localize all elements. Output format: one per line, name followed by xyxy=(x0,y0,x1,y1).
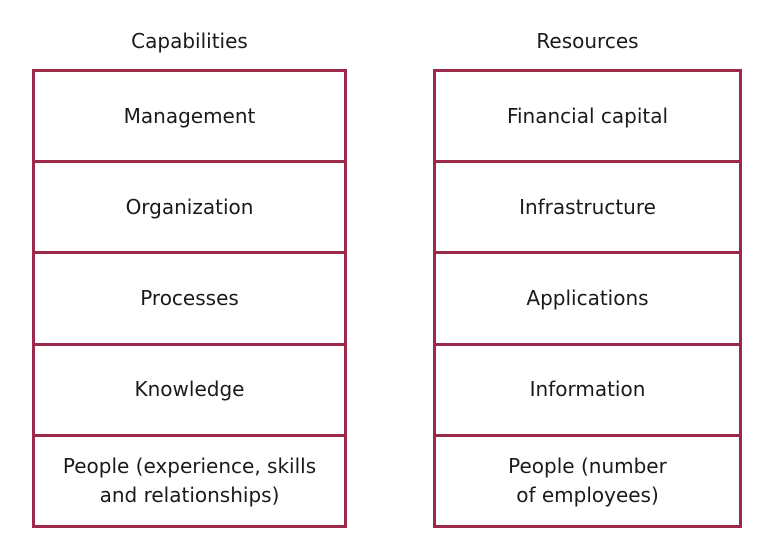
capability-management: Management xyxy=(35,72,344,164)
capabilities-title: Capabilities xyxy=(131,29,248,53)
resource-people: People (number of employees) xyxy=(436,437,739,525)
capability-label: Knowledge xyxy=(134,377,245,402)
resource-label: People (number of employees) xyxy=(508,453,667,507)
capability-knowledge: Knowledge xyxy=(35,346,344,437)
capability-organization: Organization xyxy=(35,163,344,255)
resource-applications: Applications xyxy=(436,254,739,346)
capability-label: Processes xyxy=(140,286,239,310)
resource-information: Information xyxy=(436,346,739,437)
resources-title: Resources xyxy=(536,29,639,53)
capabilities-stack: Management Organization Processes Knowle… xyxy=(32,69,347,528)
resource-label: Applications xyxy=(526,286,649,310)
capability-people: People (experience, skills and relations… xyxy=(35,437,344,525)
capability-label: Organization xyxy=(125,194,254,219)
capability-label: Management xyxy=(123,103,256,128)
resources-stack: Financial capital Infrastructure Applica… xyxy=(433,69,742,528)
capability-processes: Processes xyxy=(35,254,344,346)
resource-label: Infrastructure xyxy=(519,194,656,219)
capability-label: People (experience, skills and relations… xyxy=(62,453,317,507)
resource-label: Information xyxy=(529,377,646,402)
resource-financial-capital: Financial capital xyxy=(436,72,739,164)
resource-label: Financial capital xyxy=(506,103,669,128)
resource-infrastructure: Infrastructure xyxy=(436,163,739,255)
